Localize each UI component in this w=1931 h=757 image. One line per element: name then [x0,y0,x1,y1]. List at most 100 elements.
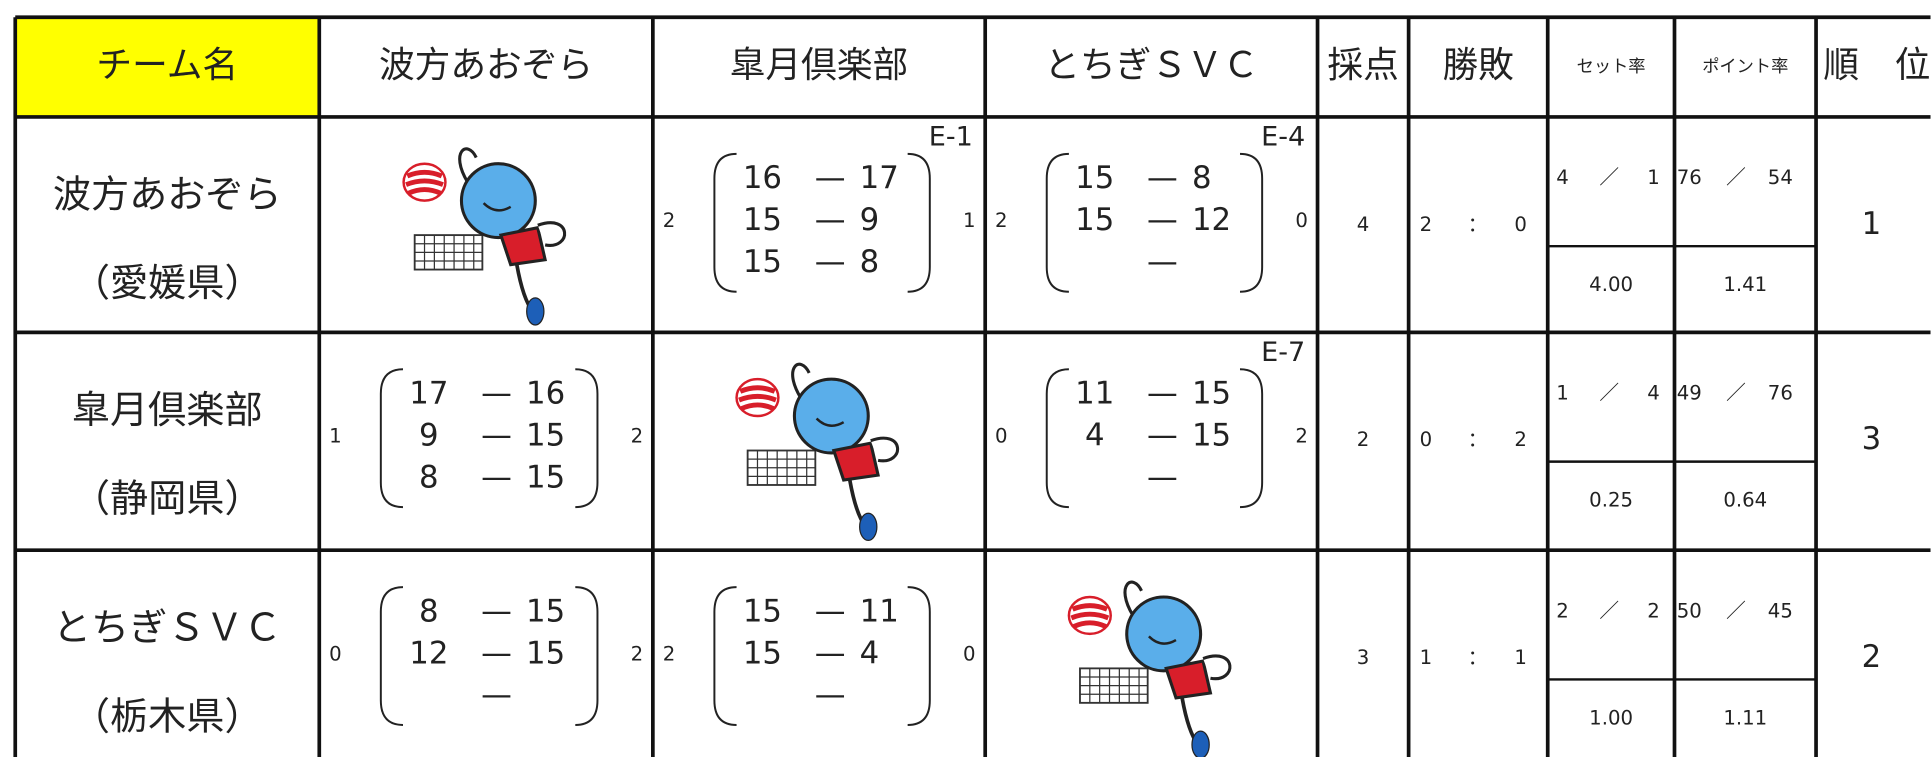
prefecture: （静岡県） [72,476,263,520]
set-score: 16 [743,160,782,196]
bracket-left [713,586,737,726]
rank: 1 [1862,206,1882,242]
set-dash: — [481,417,512,453]
shoe [526,297,545,326]
body [1164,659,1213,700]
set-score: 15 [743,635,782,671]
team-name: とちぎＳＶＣ [53,606,282,650]
losses: 1 [1514,646,1527,669]
wins: 0 [1420,428,1433,451]
match-code: E-7 [1261,337,1305,368]
bracket-left [1045,152,1069,293]
point-lost: 45 [1768,599,1793,622]
face [815,417,845,427]
match-code: E-1 [929,121,973,152]
set-score: 12 [409,635,448,671]
bracket-right [907,152,931,293]
set-ratio: 0.25 [1589,488,1633,511]
arm [791,362,811,399]
rank: 2 [1862,639,1882,675]
set-sep: ／ [1599,166,1619,189]
bracket-right [575,586,599,726]
arm [1123,580,1143,617]
team-name: 波方あおぞら [53,172,282,216]
header-cell: 皐月倶楽部 [730,45,908,86]
mascot-illustration [1067,580,1232,757]
header-cell: 順 位 [1823,45,1930,86]
body [498,225,548,267]
set-score: 8 [1192,160,1212,196]
ball-stripe [1070,603,1110,629]
point-won: 76 [1677,166,1702,189]
colon: ： [1468,428,1488,451]
set-score: 12 [1192,202,1231,238]
set-score: 15 [1075,160,1114,196]
head [792,377,870,455]
header-cell: セット率 [1577,57,1646,77]
point-ratio: 1.41 [1723,273,1767,296]
bracket-left [1045,368,1069,509]
bracket-right [907,586,931,726]
set-won: 4 [1556,166,1569,189]
ball-stripe [738,385,777,411]
shoe [859,512,878,541]
set-won: 2 [1556,599,1569,622]
set-lost: 4 [1647,381,1660,404]
losses: 2 [1514,428,1527,451]
hand [870,436,900,463]
shoe [1191,730,1210,757]
arm [458,147,478,183]
set-score: 15 [743,202,782,238]
set-dash: — [481,677,512,713]
set-sep: ／ [1599,599,1619,622]
ball-stripe [405,169,444,196]
match-right-score: 1 [963,209,976,232]
set-score: 17 [409,376,448,412]
header-cell: とちぎＳＶＣ [1044,45,1258,86]
set-score: 15 [526,417,565,453]
mascot-illustration [735,362,900,541]
set-dash: — [1147,459,1178,495]
head [1125,595,1203,673]
set-sep: ／ [1599,381,1619,404]
bracket-right [1239,152,1264,293]
rank: 3 [1862,421,1882,457]
set-lost: 2 [1647,599,1660,622]
colon: ： [1468,646,1488,669]
set-score: 15 [526,459,565,495]
face [1148,635,1177,645]
set-score: 9 [419,417,439,453]
face [482,202,512,212]
match-right-score: 2 [631,424,644,447]
match-left-score: 1 [329,424,342,447]
set-dash: — [815,593,846,629]
match-right-score: 2 [1295,424,1308,447]
header-cell: 採点 [1327,45,1398,86]
set-score: 8 [419,593,439,629]
header-highlight [15,17,320,117]
match-right-score: 2 [631,642,644,665]
match-left-score: 0 [995,424,1008,447]
set-score: 15 [743,244,782,280]
bracket-left [379,586,404,726]
set-score: 8 [860,244,880,280]
match-left-score: 2 [663,209,676,232]
set-score: 8 [419,459,439,495]
set-score: 17 [860,160,899,196]
set-score: 15 [1192,417,1231,453]
losses: 0 [1514,213,1527,236]
set-dash: — [1147,202,1178,238]
head [459,162,537,240]
set-score: 15 [526,593,565,629]
hand [537,221,567,247]
set-score: 16 [526,376,565,412]
point-sep: ／ [1726,166,1746,189]
set-dash: — [1147,376,1178,412]
header-cell: 勝敗 [1442,45,1513,86]
set-score: 4 [1085,417,1105,453]
set-score: 15 [1075,202,1114,238]
set-dash: — [1147,417,1178,453]
set-ratio: 4.00 [1589,273,1633,296]
set-dash: — [1147,160,1178,196]
